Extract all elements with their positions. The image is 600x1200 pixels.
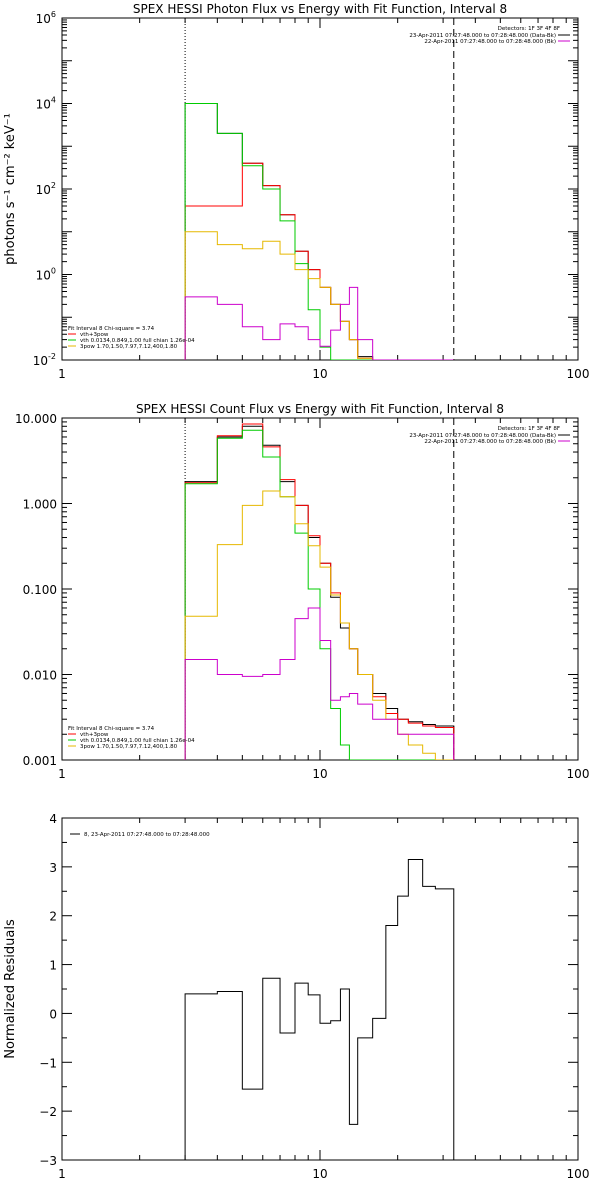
y-tick-exp: 6 (51, 10, 56, 19)
y-axis-label: Normalized Residuals (3, 919, 18, 1059)
series-line-3 (184, 429, 454, 760)
plot-frame (61, 817, 579, 1161)
legend-entry-text: vth+3pow (80, 732, 109, 738)
series-line-1 (184, 425, 455, 760)
y-axis-label: photons s⁻¹ cm⁻² keV⁻¹ (3, 113, 18, 265)
y-tick-label: −3 (39, 1154, 57, 1168)
x-tick-label: 10 (312, 367, 327, 381)
data-layer (184, 423, 455, 760)
legend-entry-text: 23-Apr-2011 07:27:48.000 to 07:28:48.000… (409, 33, 556, 39)
y-tick-base: 10 (36, 12, 51, 26)
legend-entry-text: 8, 23-Apr-2011 07:27:48.000 to 07:28:48.… (84, 832, 210, 838)
x-tick-label: 100 (567, 1167, 590, 1181)
y-tick-label: 106 (36, 10, 56, 26)
y-tick-label: 0 (49, 1007, 57, 1021)
legend-entry-text: vth 0.0134,0.849,1.00 full chian 1.26e-0… (80, 738, 195, 744)
y-tick-label: −1 (39, 1056, 57, 1070)
data-layer (184, 103, 454, 360)
y-tick-base: 10 (33, 354, 48, 368)
x-tick-label: 10 (312, 767, 327, 781)
y-tick-label: −2 (39, 1105, 57, 1119)
x-tick-label: 100 (567, 767, 590, 781)
series-line-2 (184, 423, 455, 760)
legend-entry-text: vth+3pow (80, 332, 109, 338)
x-tick-label: 100 (567, 367, 590, 381)
y-tick-label: 0.001 (23, 754, 57, 768)
legend-fit-header: Fit Interval 8 Chi-square = 3.74 (68, 326, 155, 332)
y-tick-label: 102 (36, 181, 56, 197)
y-tick-base: 10 (36, 98, 51, 112)
y-tick-label: 10-2 (33, 352, 56, 368)
series-line-4 (184, 231, 454, 360)
series-line-1 (184, 103, 454, 360)
legend-detectors: Detectors: 1F 3F 4F 8F (498, 426, 560, 432)
data-layer (184, 859, 455, 1160)
panel-3: 1 10 100 −3 −2 −1 0 1 2 3 4 Normalized Residuals 8, … (3, 812, 589, 1181)
series-line-3 (184, 103, 454, 360)
x-tick-label: 1 (58, 767, 66, 781)
y-tick-label: 0.010 (23, 669, 57, 683)
plot-frame (61, 17, 579, 361)
series-line-5 (184, 607, 455, 760)
chart-title: SPEX HESSI Count Flux vs Energy with Fit… (136, 402, 504, 416)
y-tick-label: 104 (36, 96, 56, 112)
series-line-5 (184, 286, 454, 360)
chart-title: SPEX HESSI Photon Flux vs Energy with Fi… (133, 2, 507, 16)
legend-entry-text: vth 0.0134,0.849,1.00 full chian 1.26e-0… (80, 338, 195, 344)
y-tick-label: 4 (49, 812, 57, 826)
series-line-4 (184, 490, 454, 760)
y-tick-label: 2 (49, 910, 57, 924)
legend-entry-text: 22-Apr-2011 07:27:48.000 to 07:28:48.000… (424, 39, 556, 45)
x-tick-label: 1 (58, 367, 66, 381)
panel-2: SPEX HESSI Count Flux vs Energy with Fit… (15, 402, 589, 781)
y-tick-label: 1 (49, 959, 57, 973)
y-tick-base: 10 (36, 183, 51, 197)
y-tick-label: 10.000 (15, 412, 57, 426)
y-tick-exp: 4 (51, 96, 56, 105)
y-tick-exp: -2 (48, 352, 56, 361)
y-tick-label: 1.000 (23, 498, 57, 512)
y-tick-exp: 2 (51, 181, 56, 190)
x-tick-label: 10 (312, 1167, 327, 1181)
legend-entry-text: 3pow 1.70,1.50,7.97,7.12,400,1.80 (80, 744, 178, 750)
y-tick-label: 3 (49, 861, 57, 875)
series-line-1 (184, 859, 455, 1160)
x-tick-label: 1 (58, 1167, 66, 1181)
legend-entry-text: 23-Apr-2011 07:27:48.000 to 07:28:48.000… (409, 433, 556, 439)
panel-1: SPEX HESSI Photon Flux vs Energy with Fi… (3, 2, 589, 381)
legend-entry-text: 3pow 1.70,1.50,7.97,7.12,400,1.80 (80, 344, 178, 350)
y-tick-base: 10 (36, 269, 51, 283)
series-line-2 (184, 162, 454, 360)
y-tick-label: 100 (36, 267, 56, 283)
y-tick-label: 0.100 (23, 583, 57, 597)
y-tick-exp: 0 (51, 267, 56, 276)
legend-fit-header: Fit Interval 8 Chi-square = 3.74 (68, 726, 155, 732)
legend-entry-text: 22-Apr-2011 07:27:48.000 to 07:28:48.000… (424, 439, 556, 445)
legend-detectors: Detectors: 1F 3F 4F 8F (498, 26, 560, 32)
